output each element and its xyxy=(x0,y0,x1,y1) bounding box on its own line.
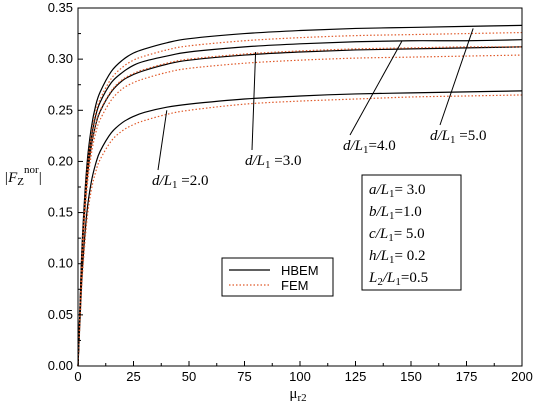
legend-label-fem: FEM xyxy=(281,278,308,293)
leader-line-d3 xyxy=(251,51,257,151)
x-tick-label: 200 xyxy=(511,369,533,384)
y-tick-label: 0.20 xyxy=(48,153,73,168)
x-tick-label: 50 xyxy=(182,369,196,384)
legend-label-hbem: HBEM xyxy=(281,263,319,278)
series-line-hbem-4 xyxy=(77,39,523,367)
parameter-line: b/L1=1.0 xyxy=(369,204,422,222)
y-tick-label: 0.00 xyxy=(48,358,73,373)
parameter-line: a/L1= 3.0 xyxy=(369,182,425,200)
x-tick-label: 25 xyxy=(126,369,140,384)
axis-ticks: 0 25 50 75 100 125 150 175 200 0.00 0.05 0.10 0.15 0.… xyxy=(48,0,533,384)
annotation-d4: d/L1=4.0 xyxy=(343,138,396,156)
series-line-fem-5 xyxy=(77,46,523,367)
y-tick-label: 0.25 xyxy=(48,102,73,117)
plot-lines xyxy=(77,24,523,367)
annotation-d5: d/L1 =5.0 xyxy=(430,128,486,146)
y-axis-label: |FZnor| xyxy=(4,164,42,188)
x-tick-label: 75 xyxy=(237,369,251,384)
parameter-line: L2/L1=0.5 xyxy=(368,270,428,288)
x-tick-label: 175 xyxy=(456,369,478,384)
x-tick-label: 150 xyxy=(400,369,422,384)
parameter-line: c/L1= 5.0 xyxy=(369,226,425,244)
x-axis-label: μr2 xyxy=(289,386,306,404)
y-tick-label: 0.05 xyxy=(48,307,73,322)
leader-line-d2 xyxy=(157,110,168,171)
x-tick-label: 125 xyxy=(345,369,367,384)
parameter-line: h/L1= 0.2 xyxy=(369,248,425,266)
leader-line-d4 xyxy=(349,40,403,136)
legend: HBEM FEM xyxy=(221,257,334,297)
series-line-hbem-0 xyxy=(77,90,523,367)
series-line-fem-7 xyxy=(77,31,523,367)
x-tick-label: 0 xyxy=(74,369,81,384)
y-tick-label: 0.15 xyxy=(48,205,73,220)
curve-annotations: d/L1 =2.0 d/L1 =3.0 d/L1=4.0 d/L1 =5.0 xyxy=(152,28,486,191)
y-tick-label: 0.35 xyxy=(48,0,73,15)
leader-line-d5 xyxy=(439,28,474,126)
x-tick-label: 100 xyxy=(289,369,311,384)
parameter-box: a/L1= 3.0 b/L1=1.0 c/L1= 5.0 h/L1= 0.2 L2/L1… xyxy=(361,174,462,291)
series-line-hbem-2 xyxy=(77,46,523,367)
y-tick-label: 0.10 xyxy=(48,256,73,271)
annotation-d2: d/L1 =2.0 xyxy=(152,173,208,191)
series-line-fem-3 xyxy=(77,54,523,367)
annotation-d3: d/L1 =3.0 xyxy=(245,153,301,171)
y-tick-label: 0.30 xyxy=(48,51,73,66)
